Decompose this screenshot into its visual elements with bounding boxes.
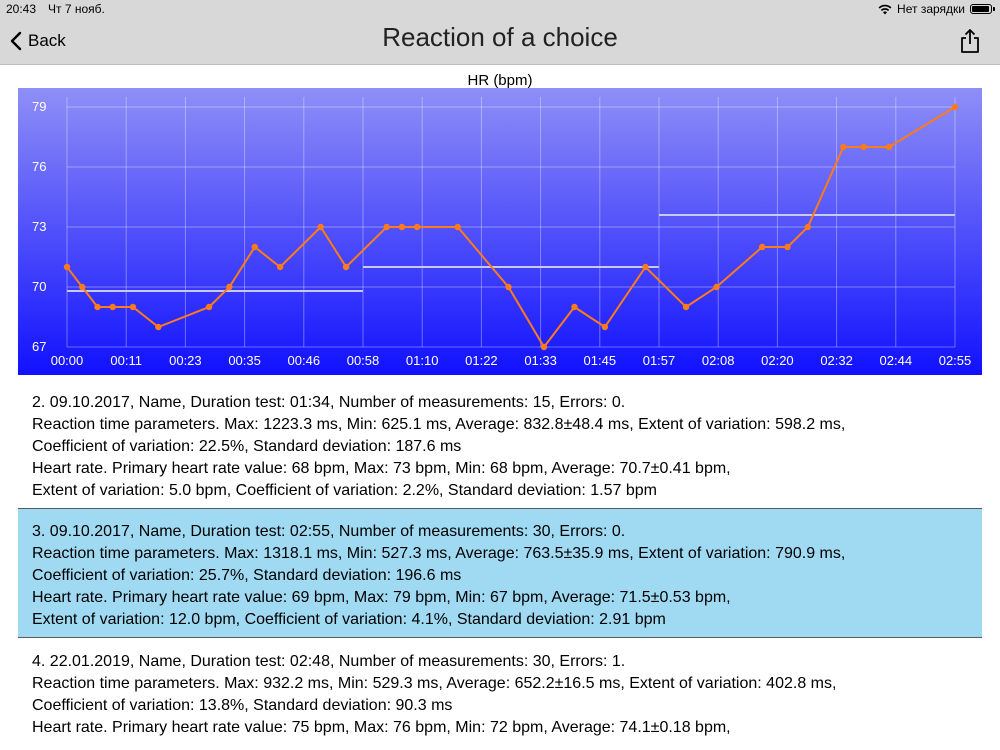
record-line: Reaction time parameters. Max: 932.2 ms,… [32,675,837,692]
back-button[interactable]: Back [10,28,66,54]
hr-series-line [66,106,956,349]
record-line: Coefficient of variation: 22.5%, Standar… [32,438,462,455]
back-label: Back [28,31,66,50]
status-date: Чт 7 нояб. [48,2,105,16]
record-line: Heart rate. Primary heart rate value: 69… [32,589,731,606]
y-tick-label: 76 [32,159,46,174]
data-point [540,343,548,351]
data-point [251,243,258,251]
record-line: Extent of variation: 5.0 bpm, Coefficien… [32,482,657,499]
x-tick-label: 01:57 [643,353,676,368]
data-point [682,303,690,311]
record-line: Reaction time parameters. Max: 1318.1 ms… [32,545,846,562]
y-tick-label: 67 [32,339,46,354]
data-point [885,143,893,151]
data-point [155,323,162,331]
x-tick-label: 02:55 [939,353,972,368]
status-right: Нет зарядки [878,2,995,16]
data-point [413,223,421,231]
record-item[interactable]: 2. 09.10.2017, Name, Duration test: 01:3… [18,392,982,502]
y-tick-label: 70 [32,279,46,294]
record-line: Coefficient of variation: 13.8%, Standar… [32,697,453,714]
data-point [804,223,812,231]
hr-chart: 67 70 73 76 79 00:00 00:11 00:23 00:35 00:46 00:58… [18,88,982,375]
data-point [601,323,609,331]
chevron-left-icon [10,31,22,51]
chart-title: HR (bpm) [467,72,533,89]
x-tick-label: 02:08 [702,353,735,368]
x-tick-label: 02:20 [761,353,794,368]
record-item[interactable]: 4. 22.01.2019, Name, Duration test: 02:4… [18,651,982,739]
data-point [860,143,867,151]
share-icon[interactable] [958,28,982,54]
list-divider [18,508,982,509]
data-point [129,303,137,311]
data-point [109,303,116,311]
data-point [79,283,86,291]
data-point [226,283,233,291]
data-point [317,223,324,231]
data-point [784,243,791,251]
page-title: Reaction of a choice [382,22,618,52]
status-time: 20:43 [6,2,37,16]
data-point [571,303,578,311]
battery-icon [970,4,995,14]
data-point [642,263,649,271]
data-point [951,103,959,111]
status-bar: 20:43 Чт 7 нояб. Нет зарядки [0,0,1000,18]
wifi-icon [878,4,892,14]
record-line: 3. 09.10.2017, Name, Duration test: 02:5… [32,523,626,540]
y-tick-label: 73 [32,219,46,234]
x-tick-label: 00:23 [169,353,202,368]
data-point [398,223,406,231]
hr-chart-svg: 67 70 73 76 79 00:00 00:11 00:23 00:35 00:46 00:58… [18,88,982,375]
x-tick-label: 01:22 [465,353,498,368]
charging-status: Нет зарядки [897,2,965,16]
x-tick-label: 00:46 [288,353,321,368]
x-tick-label: 00:58 [347,353,380,368]
data-point [758,243,766,251]
x-tick-label: 00:11 [110,353,142,368]
data-point [505,283,512,291]
x-tick-label: 01:45 [584,353,617,368]
x-tick-label: 02:32 [820,353,853,368]
data-point [94,303,101,311]
data-point [454,223,461,231]
y-tick-label: 79 [32,99,46,114]
data-point [713,283,720,291]
x-tick-label: 02:44 [880,353,913,368]
data-point [205,303,213,311]
data-point [383,223,390,231]
record-line: Heart rate. Primary heart rate value: 75… [32,719,731,736]
record-item-selected[interactable]: 3. 09.10.2017, Name, Duration test: 02:5… [18,509,982,637]
navigation-bar: Back Reaction of a choice [0,18,1000,65]
data-point [342,263,350,271]
data-point [276,263,284,271]
x-tick-label: 01:10 [406,353,439,368]
record-line: 2. 09.10.2017, Name, Duration test: 01:3… [32,394,626,411]
list-divider [18,637,982,638]
x-tick-label: 01:33 [524,353,557,368]
record-line: Coefficient of variation: 25.7%, Standar… [32,567,462,584]
x-tick-label: 00:35 [228,353,261,368]
data-point [840,143,847,151]
data-point [63,263,71,271]
record-line: Heart rate. Primary heart rate value: 68… [32,460,731,477]
record-line: 4. 22.01.2019, Name, Duration test: 02:4… [32,653,626,670]
record-line: Extent of variation: 12.0 bpm, Coefficie… [32,611,666,628]
x-tick-label: 00:00 [51,353,84,368]
plot-background [18,88,982,375]
record-line: Reaction time parameters. Max: 1223.3 ms… [32,416,846,433]
